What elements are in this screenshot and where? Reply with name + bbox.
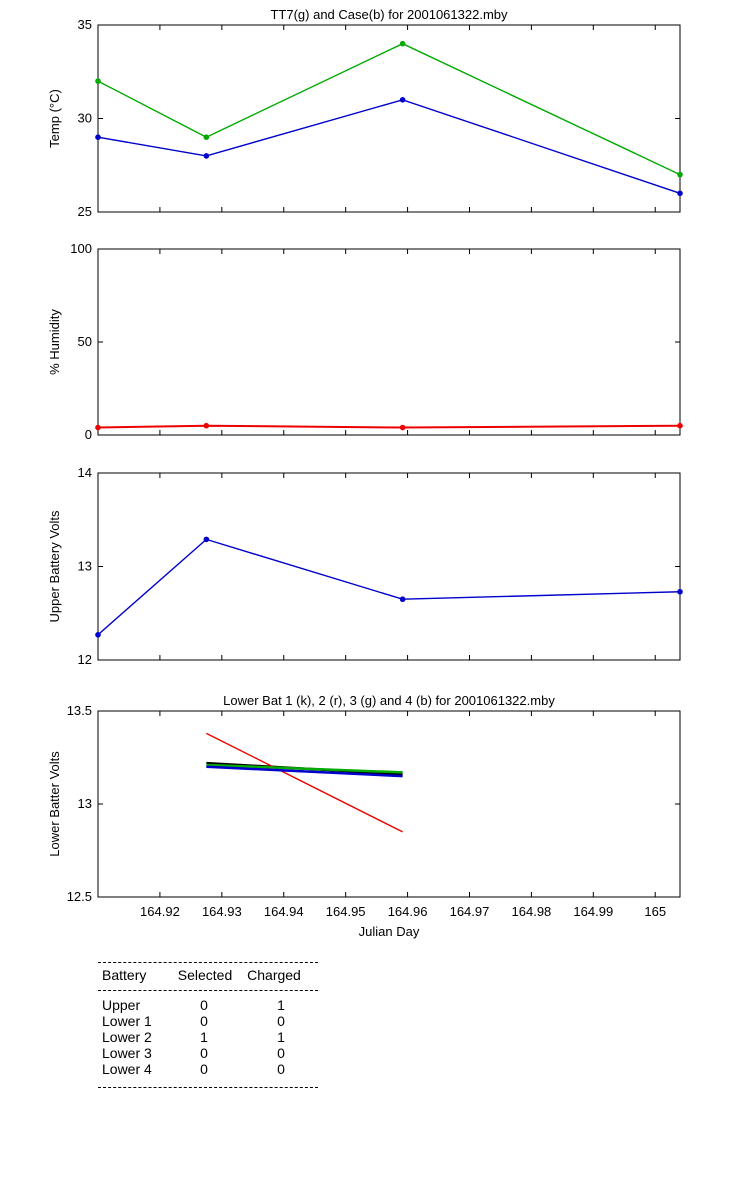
y-tick-label: 13.5 bbox=[67, 703, 92, 718]
data-point bbox=[399, 97, 406, 103]
x-tick-label: 165 bbox=[644, 904, 666, 919]
battery-name: Lower 2 bbox=[102, 1029, 152, 1045]
header-charged: Charged bbox=[247, 967, 301, 983]
battery-selected: 0 bbox=[200, 1013, 208, 1029]
x-tick-label: 164.94 bbox=[264, 904, 304, 919]
battery-charged: 0 bbox=[277, 1013, 285, 1029]
plot-frame bbox=[97, 24, 681, 213]
chart-title: Lower Bat 1 (k), 2 (r), 3 (g) and 4 (b) … bbox=[223, 693, 555, 708]
data-point bbox=[95, 631, 101, 638]
data-point bbox=[203, 134, 210, 140]
series-line bbox=[206, 763, 403, 774]
y-tick-label: 50 bbox=[78, 334, 92, 349]
table-row: Lower 2 1 1 bbox=[98, 1029, 318, 1045]
battery-selected: 0 bbox=[200, 997, 208, 1013]
table-header-divider bbox=[98, 990, 318, 991]
table-row: Upper 0 1 bbox=[98, 997, 318, 1013]
data-point bbox=[95, 78, 101, 84]
series-line bbox=[97, 538, 681, 636]
data-point bbox=[399, 40, 406, 47]
data-point bbox=[203, 153, 210, 159]
y-tick-label: 13 bbox=[78, 796, 92, 811]
series-line bbox=[97, 99, 681, 194]
y-tick-label: 12.5 bbox=[67, 889, 92, 904]
x-tick-label: 164.97 bbox=[450, 904, 490, 919]
battery-name: Lower 4 bbox=[102, 1061, 152, 1077]
data-point bbox=[95, 134, 101, 140]
x-tick-label: 164.92 bbox=[140, 904, 180, 919]
y-axis-label: Temp (°C) bbox=[47, 89, 62, 148]
x-tick-label: 164.96 bbox=[388, 904, 428, 919]
header-selected: Selected bbox=[177, 967, 233, 983]
battery-charged: 0 bbox=[277, 1061, 285, 1077]
y-tick-label: 25 bbox=[78, 204, 92, 219]
battery-selected: 0 bbox=[200, 1061, 208, 1077]
battery-charged: 0 bbox=[277, 1045, 285, 1061]
table-row: Lower 1 0 0 bbox=[98, 1013, 318, 1029]
battery-status-table: Battery Selected Charged Upper 0 1 Lower… bbox=[98, 962, 318, 1088]
x-axis-label: Julian Day bbox=[359, 924, 420, 939]
table-row: Lower 3 0 0 bbox=[98, 1045, 318, 1061]
chart-panel-1: 25 30 35 TT7(g) and Case(b) for 2001061322.… bbox=[47, 7, 683, 219]
y-axis-label: Lower Batter Volts bbox=[47, 751, 62, 857]
data-point bbox=[95, 424, 101, 431]
charts-area: 25 30 35 TT7(g) and Case(b) for 2001061322.… bbox=[47, 7, 683, 939]
chart-title: TT7(g) and Case(b) for 2001061322.mby bbox=[270, 7, 508, 22]
y-tick-label: 100 bbox=[70, 241, 92, 256]
y-tick-label: 12 bbox=[78, 652, 92, 667]
series-line bbox=[206, 732, 403, 833]
data-point bbox=[677, 588, 683, 595]
x-tick-label: 164.93 bbox=[202, 904, 242, 919]
data-point bbox=[677, 171, 683, 178]
data-point bbox=[399, 424, 406, 431]
plot-frame bbox=[97, 248, 681, 436]
y-tick-label: 13 bbox=[78, 559, 92, 574]
data-point bbox=[677, 422, 683, 429]
battery-name: Lower 3 bbox=[102, 1045, 152, 1061]
chart-panel-3: 12 13 14 Upper Battery Volts bbox=[47, 465, 683, 667]
plot-frame bbox=[97, 710, 681, 898]
battery-selected: 0 bbox=[200, 1045, 208, 1061]
plot-frame bbox=[97, 472, 681, 661]
y-tick-label: 30 bbox=[78, 111, 92, 126]
y-tick-label: 14 bbox=[78, 465, 92, 480]
table-header-row: Battery Selected Charged bbox=[98, 963, 318, 990]
battery-selected: 1 bbox=[200, 1029, 208, 1045]
data-point bbox=[399, 596, 406, 603]
battery-charged: 1 bbox=[277, 1029, 285, 1045]
battery-name: Upper bbox=[102, 997, 141, 1013]
battery-charged: 1 bbox=[277, 997, 285, 1013]
table-row: Lower 4 0 0 bbox=[98, 1061, 318, 1077]
x-tick-label: 164.98 bbox=[512, 904, 552, 919]
battery-name: Lower 1 bbox=[102, 1013, 152, 1029]
y-axis-label: % Humidity bbox=[47, 309, 62, 375]
header-battery: Battery bbox=[102, 967, 147, 983]
chart-panel-4: 164.92 164.93 164.94 164.95 164.96 164.97 164.… bbox=[47, 693, 681, 939]
data-point bbox=[677, 190, 683, 197]
y-tick-label: 0 bbox=[85, 427, 92, 442]
data-point bbox=[203, 536, 210, 543]
x-tick-label: 164.99 bbox=[573, 904, 613, 919]
data-point bbox=[203, 422, 210, 429]
y-axis-label: Upper Battery Volts bbox=[47, 510, 62, 622]
series-line bbox=[97, 42, 681, 176]
series-line bbox=[97, 424, 681, 429]
chart-panel-2: 0 50 100 % Humidity bbox=[47, 241, 683, 442]
table-body: Upper 0 1 Lower 1 0 0 Lower 2 1 1 Lower … bbox=[98, 991, 318, 1087]
x-tick-label: 164.95 bbox=[326, 904, 366, 919]
table-bottom-divider bbox=[98, 1087, 318, 1088]
y-tick-label: 35 bbox=[78, 17, 92, 32]
series-line bbox=[206, 765, 403, 778]
table-top-divider bbox=[98, 962, 318, 963]
